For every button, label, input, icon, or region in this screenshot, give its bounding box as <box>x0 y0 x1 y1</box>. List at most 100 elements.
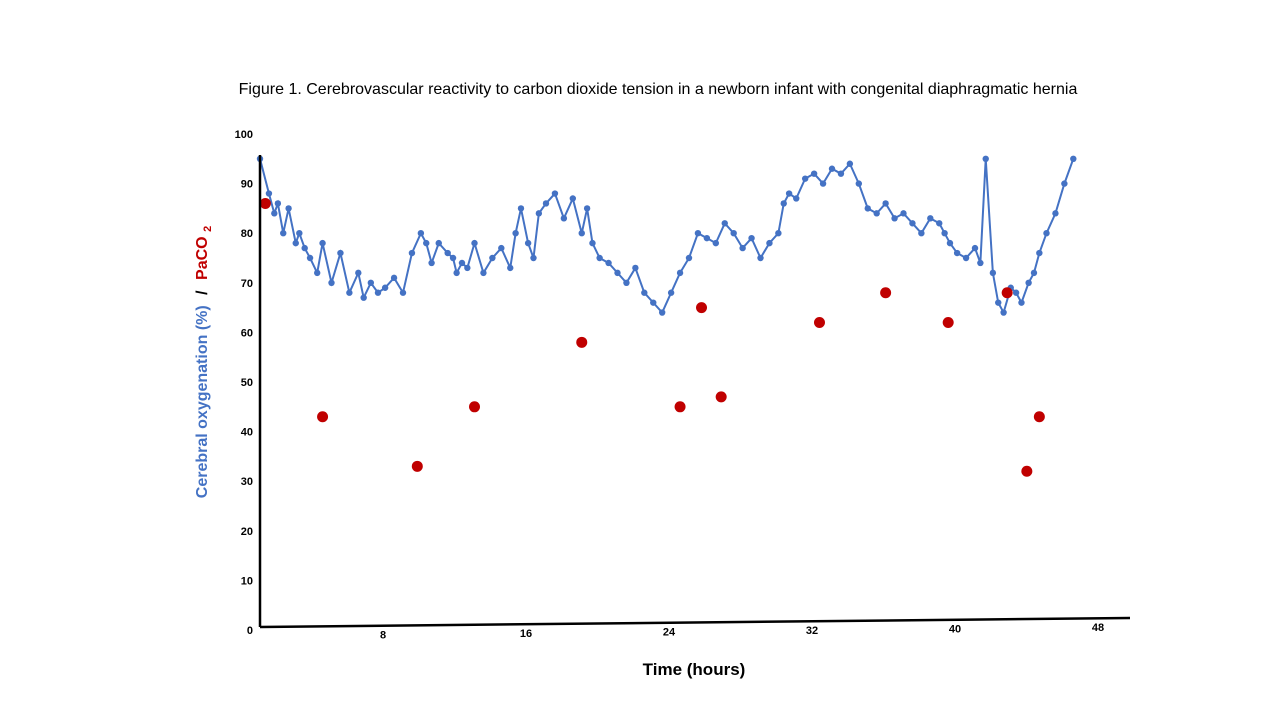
oxygenation-point <box>855 180 863 187</box>
y-axis-label: Cerebral oxygenation (%) / PaCO 2 <box>194 226 214 498</box>
paco2-point <box>942 316 954 328</box>
y-tick-label: 60 <box>241 327 253 339</box>
oxygenation-point <box>846 160 854 167</box>
oxygenation-point <box>271 210 278 217</box>
oxygenation-point <box>1030 269 1038 277</box>
oxygenation-point <box>748 234 755 242</box>
oxygenation-point <box>650 299 657 306</box>
y-tick-label: 80 <box>241 228 253 240</box>
oxygenation-point <box>596 254 603 262</box>
oxygenation-point <box>801 175 809 182</box>
oxygenation-point <box>292 239 299 247</box>
oxygenation-point <box>381 284 389 291</box>
oxygenation-point <box>946 239 954 247</box>
oxygenation-point <box>1018 299 1025 306</box>
oxygenation-point <box>909 220 916 227</box>
y-tick-labels: 0 10 20 30 40 50 60 70 80 90 100 <box>235 129 253 637</box>
paco2-point <box>674 401 686 413</box>
oxygenation-point <box>589 239 596 247</box>
oxygenation-point <box>739 244 746 252</box>
oxygenation-point <box>507 264 514 272</box>
oxygenation-point <box>306 254 314 262</box>
paco2-point <box>469 401 480 413</box>
oxygenation-point <box>1061 180 1068 187</box>
x-axis-line <box>259 616 1131 629</box>
y-axis-label-separator: / <box>194 290 211 295</box>
oxygenation-point <box>882 200 889 207</box>
oxygenation-point <box>614 269 621 277</box>
oxygenation-point <box>703 234 711 242</box>
oxygenation-point <box>458 259 466 267</box>
oxygenation-point <box>941 230 948 237</box>
oxygenation-point <box>265 190 273 197</box>
oxygenation-point <box>658 309 666 316</box>
oxygenation-point <box>285 205 292 212</box>
oxygenation-point <box>355 269 362 277</box>
oxygenation-point <box>328 279 335 286</box>
oxygenation-point <box>623 279 630 286</box>
oxygenation-point <box>280 230 287 237</box>
oxygenation-point <box>757 254 764 262</box>
oxygenation-point <box>927 215 934 222</box>
oxygenation-point <box>449 254 457 262</box>
oxygenation-point <box>428 259 435 267</box>
oxygenation-point <box>864 205 871 212</box>
oxygenation-point <box>766 239 773 247</box>
oxygenation-point <box>464 264 471 272</box>
oxygenation-point <box>498 244 505 252</box>
oxygenation-point <box>641 289 648 296</box>
oxygenation-point <box>962 254 970 262</box>
x-tick-label: 8 <box>380 630 386 642</box>
paco2-point <box>715 391 727 403</box>
paco2-point <box>696 302 708 314</box>
paco2-point <box>1033 411 1045 423</box>
oxygenation-point <box>480 269 487 277</box>
x-tick-label: 40 <box>949 624 961 636</box>
oxygenation-point <box>374 289 382 296</box>
oxygenation-point <box>989 269 997 277</box>
oxygenation-point <box>785 190 793 197</box>
oxygenation-point <box>676 269 684 277</box>
oxygenation-point <box>346 289 353 296</box>
oxygenation-point <box>775 230 782 237</box>
y-axis-label-paco2: PaCO <box>194 236 211 280</box>
oxygenation-point <box>360 294 367 301</box>
oxygenation-point <box>417 230 425 237</box>
oxygenation-point <box>1025 279 1032 286</box>
oxygenation-point <box>1036 249 1043 257</box>
oxygenation-point <box>1052 210 1059 217</box>
oxygenation-point <box>524 239 532 247</box>
y-tick-label: 20 <box>241 526 253 538</box>
oxygenation-point <box>1043 230 1050 237</box>
oxygenation-point <box>274 200 282 207</box>
oxygenation-point <box>685 254 693 262</box>
x-tick-label: 24 <box>663 627 676 639</box>
paco2-point <box>411 460 423 472</box>
y-tick-label: 70 <box>241 278 253 290</box>
oxygenation-point <box>918 230 925 237</box>
oxygenation-series-line <box>259 158 1075 316</box>
oxygenation-point <box>891 215 898 222</box>
paco2-point <box>576 336 588 348</box>
oxygenation-point <box>444 249 451 257</box>
x-tick-labels: 8 16 24 32 40 48 <box>380 622 1104 641</box>
oxygenation-point <box>1012 289 1020 296</box>
oxygenation-point <box>873 210 880 217</box>
y-tick-label: 100 <box>235 129 253 141</box>
x-axis-label: Time (hours) <box>643 660 746 679</box>
plot-area <box>256 155 1077 477</box>
y-tick-label: 40 <box>241 427 253 439</box>
paco2-point <box>1001 287 1013 299</box>
oxygenation-point <box>810 170 818 177</box>
oxygenation-point <box>819 180 827 187</box>
paco2-point <box>317 411 329 423</box>
oxygenation-point <box>399 289 407 296</box>
oxygenation-point <box>453 269 460 277</box>
paco2-point <box>259 197 271 209</box>
oxygenation-point <box>632 264 639 272</box>
oxygenation-point <box>977 259 984 267</box>
oxygenation-point <box>900 210 907 217</box>
oxygenation-point <box>423 239 430 247</box>
oxygenation-point <box>542 200 550 207</box>
